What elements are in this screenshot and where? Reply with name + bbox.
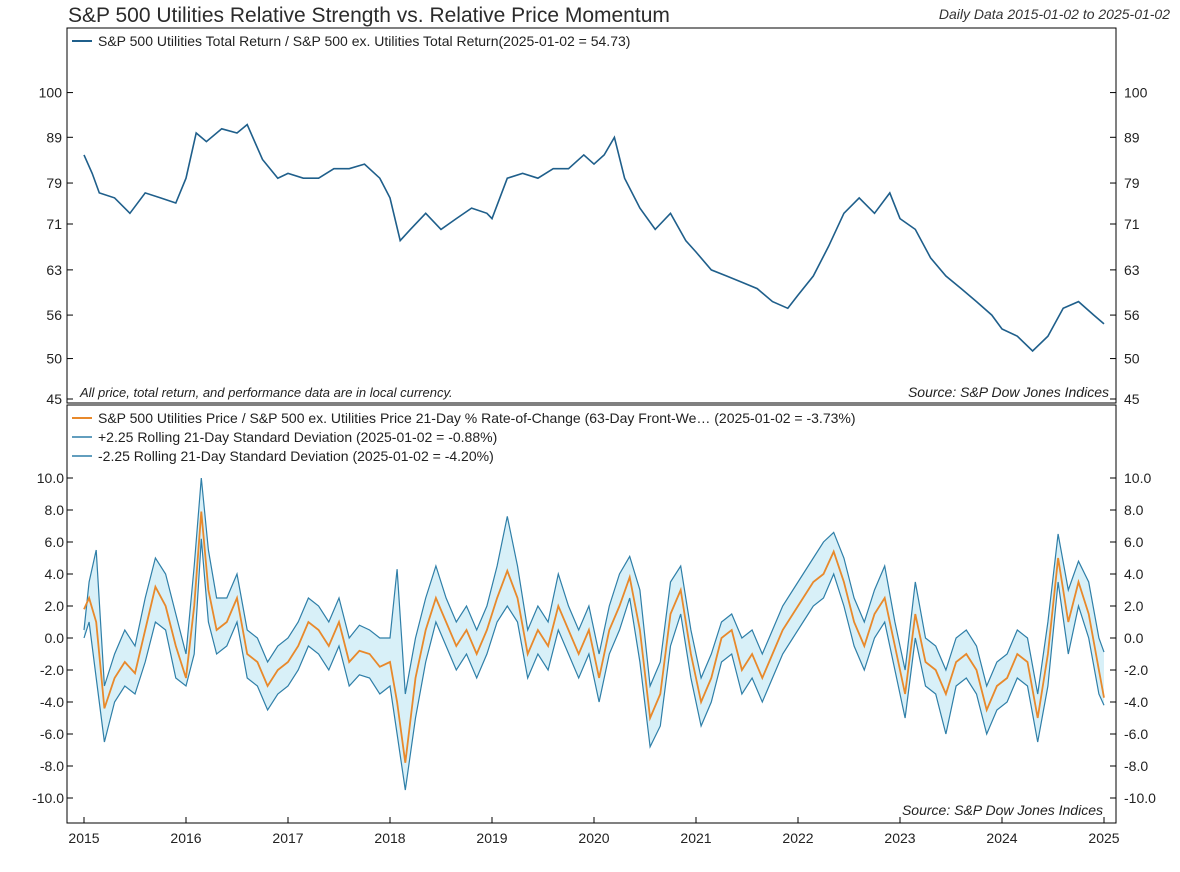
bottom-y-tick-label: 8.0 xyxy=(1124,502,1144,518)
upper-band-legend-label: +2.25 Rolling 21-Day Standard Deviation … xyxy=(98,429,497,445)
x-tick-label: 2020 xyxy=(578,830,609,846)
bottom-source: Source: S&P Dow Jones Indices xyxy=(902,802,1103,818)
x-tick-label: 2016 xyxy=(170,830,201,846)
top-y-axis-right: 45 50 56 63 71 79 89 100 xyxy=(1110,85,1148,407)
top-y-tick-label: 71 xyxy=(1124,216,1140,232)
bottom-y-tick-label: -10.0 xyxy=(1124,790,1156,806)
top-y-tick-label: 89 xyxy=(1124,129,1140,145)
top-y-tick-label: 100 xyxy=(39,85,63,101)
x-axis: 2015 2016 2017 2018 2019 2020 2021 2022 2023 2024… xyxy=(68,817,1120,846)
bottom-y-tick-label: 8.0 xyxy=(45,502,65,518)
currency-note: All price, total return, and performance… xyxy=(79,385,453,400)
lower-band-legend-label: -2.25 Rolling 21-Day Standard Deviation … xyxy=(98,448,494,464)
bottom-y-axis-left: -10.0 -8.0 -6.0 -4.0 -2.0 0.0 2.0 4.0 6.0 8.0 10.0 xyxy=(32,470,73,806)
bottom-y-tick-label: -4.0 xyxy=(1124,694,1148,710)
x-tick-label: 2021 xyxy=(680,830,711,846)
bottom-y-tick-label: -6.0 xyxy=(40,726,64,742)
roc-line xyxy=(83,511,1105,763)
x-tick-label: 2023 xyxy=(884,830,915,846)
x-tick-label: 2019 xyxy=(476,830,507,846)
top-y-tick-label: 100 xyxy=(1124,85,1148,101)
top-legend-label: S&P 500 Utilities Total Return / S&P 500… xyxy=(98,33,630,49)
top-y-tick-label: 71 xyxy=(46,216,62,232)
top-y-tick-label: 45 xyxy=(46,391,62,407)
lower-band-line xyxy=(83,538,1105,791)
std-band-fill xyxy=(84,478,1104,790)
top-source: Source: S&P Dow Jones Indices xyxy=(908,384,1109,400)
top-y-tick-label: 50 xyxy=(1124,351,1140,367)
top-panel-frame xyxy=(66,27,1117,404)
bottom-y-tick-label: 0.0 xyxy=(45,630,65,646)
bottom-y-tick-label: 10.0 xyxy=(1124,470,1151,486)
bottom-y-tick-label: -2.0 xyxy=(1124,662,1148,678)
bottom-y-tick-label: 6.0 xyxy=(1124,534,1144,550)
bottom-y-tick-label: -6.0 xyxy=(1124,726,1148,742)
bottom-y-tick-label: -2.0 xyxy=(40,662,64,678)
date-range-label: Daily Data 2015-01-02 to 2025-01-02 xyxy=(938,6,1170,22)
bottom-y-tick-label: 4.0 xyxy=(1124,566,1144,582)
relative-strength-line xyxy=(83,123,1105,353)
bottom-y-tick-label: -4.0 xyxy=(40,694,64,710)
bottom-y-tick-label: -8.0 xyxy=(1124,758,1148,774)
top-y-tick-label: 79 xyxy=(1124,175,1140,191)
x-tick-label: 2015 xyxy=(68,830,99,846)
top-y-tick-label: 50 xyxy=(46,351,62,367)
x-tick-label: 2022 xyxy=(782,830,813,846)
top-y-axis-left: 45 50 56 63 71 79 89 100 xyxy=(39,85,73,407)
x-tick-label: 2024 xyxy=(986,830,1017,846)
chart-title: S&P 500 Utilities Relative Strength vs. … xyxy=(68,4,670,27)
top-y-tick-label: 89 xyxy=(46,129,62,145)
x-tick-label: 2017 xyxy=(272,830,303,846)
bottom-y-tick-label: 2.0 xyxy=(45,598,65,614)
top-y-tick-label: 79 xyxy=(46,175,62,191)
bottom-y-axis-right: -10.0 -8.0 -6.0 -4.0 -2.0 0.0 2.0 4.0 6.0 8.0 10.0 xyxy=(1110,470,1156,806)
bottom-y-tick-label: 4.0 xyxy=(45,566,65,582)
top-y-tick-label: 63 xyxy=(46,262,62,278)
bottom-panel-frame xyxy=(66,404,1117,824)
top-y-tick-label: 45 xyxy=(1124,391,1140,407)
bottom-y-tick-label: 6.0 xyxy=(45,534,65,550)
top-y-tick-label: 56 xyxy=(1124,307,1140,323)
top-y-tick-label: 56 xyxy=(46,307,62,323)
bottom-y-tick-label: 10.0 xyxy=(37,470,64,486)
bottom-y-tick-label: -8.0 xyxy=(40,758,64,774)
x-tick-label: 2018 xyxy=(374,830,405,846)
top-y-tick-label: 63 xyxy=(1124,262,1140,278)
upper-band-line xyxy=(83,477,1105,695)
bottom-y-tick-label: 0.0 xyxy=(1124,630,1144,646)
roc-legend-label: S&P 500 Utilities Price / S&P 500 ex. Ut… xyxy=(98,410,856,426)
bottom-y-tick-label: -10.0 xyxy=(32,790,64,806)
bottom-y-tick-label: 2.0 xyxy=(1124,598,1144,614)
x-tick-label: 2025 xyxy=(1088,830,1119,846)
